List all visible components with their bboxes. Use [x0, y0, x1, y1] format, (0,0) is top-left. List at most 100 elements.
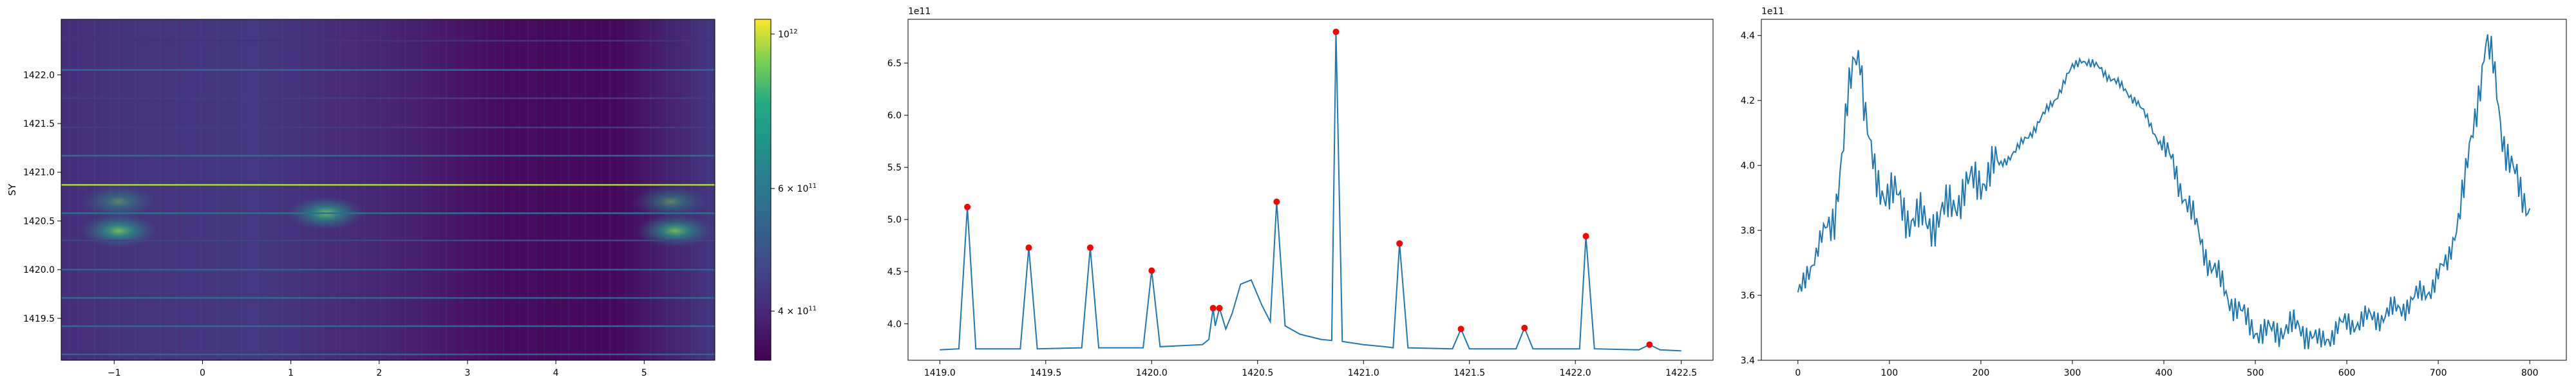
peak-marker: [964, 203, 971, 210]
heatmap-hotspot: [632, 185, 710, 219]
heatmap-texture-stripe: [453, 19, 455, 360]
profile-x-tick-label: 300: [2064, 368, 2081, 378]
heatmap-texture-stripe: [192, 19, 194, 360]
heatmap-y-tick-label: 1420.0: [23, 265, 55, 275]
heatmap-texture-stripe: [372, 19, 374, 360]
heatmap-texture-stripe: [560, 19, 562, 360]
heatmap-panel: −1 0 1 2 3 4 5 1419.51420.01420.51421.01421.51…: [6, 19, 715, 378]
peak-marker: [1086, 244, 1094, 251]
heatmap-texture-stripe: [568, 19, 570, 360]
heatmap-texture-stripe: [323, 19, 325, 360]
peaks-offset-label: 1e11: [908, 6, 931, 17]
colorbar: 4 × 10 116 × 1011 1012: [754, 19, 817, 361]
profile-plot-frame: [1761, 19, 2567, 361]
heatmap-texture-stripe: [519, 19, 521, 360]
peaks-x-ticks: 1419.0 1419.5 1420.0 1420.5 1421.0 1421.5 1422…: [924, 360, 1697, 378]
heatmap-x-tick-label: 1: [288, 368, 294, 378]
heatmap-marks: [61, 19, 715, 360]
heatmap-texture-stripe: [544, 19, 545, 360]
colorbar-tick-exponent: 11: [808, 183, 817, 190]
profile-x-tick-label: 600: [2338, 368, 2356, 378]
heatmap-y-ticks: 1419.5 1420.0 1420.5 1421.0 1421.5 1422.0: [23, 70, 61, 324]
peak-marker: [1209, 304, 1217, 311]
colorbar-tick-base: 10: [778, 30, 790, 40]
peak-marker: [1646, 341, 1653, 348]
heatmap-texture-stripe: [69, 19, 71, 360]
peak-marker: [1332, 28, 1340, 35]
heatmap-x-tick-label: 0: [200, 368, 205, 378]
peak-marker: [1216, 304, 1223, 311]
heatmap-texture-stripe: [61, 19, 62, 360]
heatmap-texture-stripe: [307, 19, 308, 360]
peaks-y-tick-label: 6.0: [887, 111, 902, 121]
heatmap-texture-stripe: [355, 19, 357, 360]
heatmap-x-tick-label: 4: [553, 368, 559, 378]
heatmap-texture-stripe: [625, 19, 627, 360]
heatmap-texture-stripe: [77, 19, 79, 360]
heatmap-y-tick-label: 1421.0: [23, 168, 55, 178]
peaks-y-ticks: 4.0 4.5 5.0 5.5 6.0 6.5: [887, 59, 908, 329]
heatmap-texture-stripe: [527, 19, 529, 360]
peaks-x-tick-label: 1422.5: [1665, 368, 1697, 378]
heatmap-texture-stripe: [552, 19, 553, 360]
heatmap-texture-stripe: [617, 19, 619, 360]
peaks-x-tick-label: 1420.5: [1242, 368, 1273, 378]
colorbar-gradient: [754, 19, 772, 361]
profile-y-tick-label: 3.8: [1741, 226, 1755, 236]
peaks-x-tick-label: 1421.0: [1348, 368, 1379, 378]
profile-y-tick-label: 4.0: [1741, 161, 1755, 171]
profile-series-line: [1797, 34, 2531, 349]
peaks-x-tick-label: 1420.0: [1136, 368, 1168, 378]
profile-y-tick-label: 4.4: [1741, 31, 1755, 41]
heatmap-texture-stripe: [388, 19, 390, 360]
heatmap-texture-stripe: [200, 19, 202, 360]
heatmap-texture-stripe: [641, 19, 643, 360]
heatmap-texture-stripe: [421, 19, 422, 360]
peak-marker: [1396, 240, 1403, 247]
heatmap-y-tick-label: 1419.5: [23, 314, 55, 324]
colorbar-ticks: 4 × 10 116 × 1011 1012: [771, 28, 817, 317]
profile-y-ticks: 3.4 3.6 3.8 4.0 4.2 4.4: [1741, 31, 1761, 366]
heatmap-texture-stripe: [363, 19, 365, 360]
heatmap-texture-stripe: [298, 19, 300, 360]
heatmap-texture-stripe: [699, 19, 701, 360]
heatmap-x-tick-label: 3: [464, 368, 470, 378]
heatmap-texture-stripe: [470, 19, 471, 360]
heatmap-texture-stripe: [151, 19, 153, 360]
heatmap-texture-stripe: [576, 19, 578, 360]
heatmap-frame: [61, 19, 715, 361]
heatmap-texture-stripe: [249, 19, 251, 360]
heatmap-x-tick-label: 5: [641, 368, 647, 378]
heatmap-texture-stripe: [175, 19, 177, 360]
colorbar-tick-label: 6 × 1011: [778, 183, 817, 194]
heatmap-texture-stripe: [707, 19, 709, 360]
heatmap-y-tick-label: 1421.5: [23, 119, 55, 129]
peak-marker: [1521, 324, 1528, 331]
profile-y-tick-label: 3.4: [1741, 356, 1755, 366]
peaks-x-tick-label: 1419.5: [1030, 368, 1061, 378]
peaks-x-tick-label: 1421.5: [1454, 368, 1485, 378]
heatmap-texture-stripe: [495, 19, 497, 360]
heatmap-texture-stripe: [502, 19, 504, 360]
heatmap-texture-stripe: [167, 19, 169, 360]
heatmap-texture-stripe: [257, 19, 259, 360]
profile-x-tick-label: 800: [2521, 368, 2539, 378]
peak-marker: [1273, 198, 1280, 205]
heatmap-texture-stripe: [314, 19, 316, 360]
profile-x-ticks: 0 100 200 300 400 500 600 700 800: [1795, 360, 2539, 378]
peaks-x-tick-label: 1419.0: [924, 368, 956, 378]
peaks-y-tick-label: 5.0: [887, 215, 902, 225]
heatmap-texture-stripe: [290, 19, 292, 360]
profile-x-tick-label: 700: [2430, 368, 2447, 378]
colorbar-tick-base: 4 × 10: [778, 307, 808, 317]
heatmap-texture-stripe: [208, 19, 210, 360]
peak-marker: [1582, 233, 1589, 240]
peaks-y-tick-label: 6.5: [887, 59, 902, 69]
heatmap-texture-stripe: [609, 19, 611, 360]
colorbar-tick-exponent: 12: [790, 28, 798, 35]
peaks-x-tick-label: 1422.0: [1560, 368, 1591, 378]
peaks-series-line: [940, 32, 1681, 352]
heatmap-texture-stripe: [478, 19, 480, 360]
colorbar-tick-base: 6 × 10: [778, 184, 808, 194]
